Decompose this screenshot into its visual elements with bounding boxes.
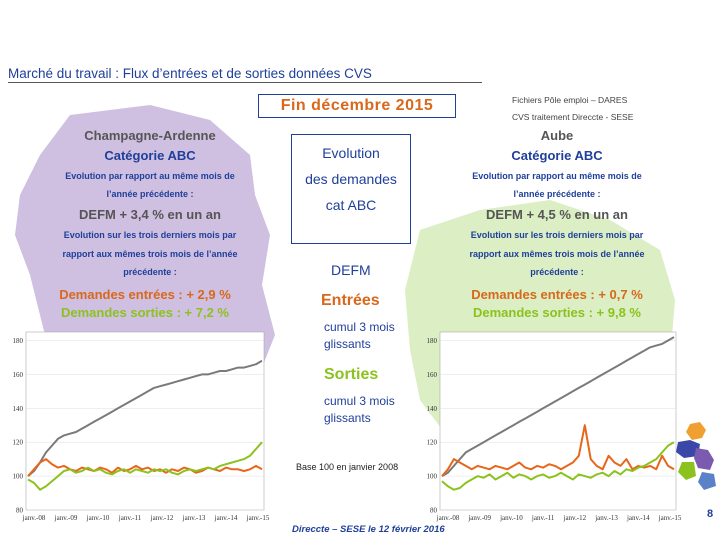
- left-chart-x-tick-6: janv.-14: [214, 514, 238, 522]
- right-chart-y-tick-180: 180: [427, 337, 438, 345]
- left-chart-series-defm: [27, 359, 263, 477]
- right-chart-x-tick-5: janv.-13: [594, 514, 618, 522]
- left-chart-plot-area: [25, 331, 265, 511]
- right-chart-series-defm: [441, 336, 675, 477]
- right-chart-x-tick-4: janv.-12: [563, 514, 587, 522]
- right-defm-year: DEFM + 4,5 % en un an: [486, 207, 628, 222]
- left-chart-x-tick-0: janv.-08: [22, 514, 46, 522]
- source-line-2: CVS traitement Direccte - SESE: [512, 112, 634, 122]
- footer-credit: Direccte – SESE le 12 février 2016: [292, 524, 445, 535]
- right-entrees: Demandes entrées : + 0,7 %: [471, 287, 643, 302]
- left-chart-x-tick-2: janv.-10: [86, 514, 110, 522]
- left-chart-y-tick-180: 180: [13, 337, 24, 345]
- right-chart-plot-area: [439, 331, 677, 511]
- left-evo3-line-1: Evolution sur les trois derniers mois pa…: [63, 230, 237, 240]
- left-chart-y-tick-100: 100: [13, 473, 24, 481]
- left-chart-y-tick-160: 160: [13, 371, 24, 379]
- right-region-category: Catégorie ABC: [511, 148, 603, 163]
- right-chart-y-tick-80: 80: [430, 507, 438, 515]
- right-evo3-line-1: Evolution sur les trois derniers mois pa…: [470, 230, 644, 240]
- left-chart-x-tick-5: janv.-13: [182, 514, 206, 522]
- left-chart-series-entrees: [27, 458, 263, 477]
- chart-champagne-ardenne: 80 100 120 140 160 180 janv.-08 janv.-09 janv.-1…: [13, 331, 270, 522]
- right-chart-x-tick-6: janv.-14: [626, 514, 650, 522]
- left-region-name: Champagne-Ardenne: [84, 128, 216, 143]
- right-chart-x-tick-3: janv.-11: [531, 514, 555, 522]
- source-line-1: Fichiers Pôle emploi – DARES: [512, 95, 628, 105]
- legend-sorties: Sorties: [324, 366, 379, 383]
- left-chart-x-tick-4: janv.-12: [150, 514, 174, 522]
- left-sorties: Demandes sorties : + 7,2 %: [61, 305, 229, 320]
- left-evo-line-1: Evolution par rapport au même mois de: [65, 171, 235, 181]
- evolution-line-3: cat ABC: [325, 197, 377, 213]
- right-chart-y-tick-100: 100: [427, 473, 438, 481]
- departments-map-icon: [676, 422, 716, 490]
- left-region-category: Catégorie ABC: [104, 148, 196, 163]
- right-chart-y-tick-160: 160: [427, 371, 438, 379]
- right-sorties: Demandes sorties : + 9,8 %: [473, 305, 641, 320]
- evolution-line-1: Evolution: [322, 145, 380, 161]
- left-evo3-line-2: rapport aux mêmes trois mois de l’année: [62, 249, 238, 259]
- left-entrees: Demandes entrées : + 2,9 %: [59, 287, 231, 302]
- page-number: 8: [707, 508, 714, 520]
- legend-defm: DEFM: [331, 262, 371, 278]
- left-evo-line-2: l’année précédente :: [106, 189, 194, 199]
- right-chart-y-tick-140: 140: [427, 405, 438, 413]
- left-chart-x-tick-1: janv.-09: [54, 514, 78, 522]
- right-evo-line-1: Evolution par rapport au même mois de: [472, 171, 642, 181]
- right-chart-series-sorties: [441, 441, 675, 491]
- left-chart-y-tick-140: 140: [13, 405, 24, 413]
- right-evo3-line-3: précédente :: [530, 267, 584, 277]
- right-evo3-line-2: rapport aux mêmes trois mois de l’année: [469, 249, 645, 259]
- right-chart-x-tick-7: janv.-15: [658, 514, 682, 522]
- right-chart-y-tick-120: 120: [427, 439, 438, 447]
- title-underline: [8, 82, 482, 83]
- page-title: Marché du travail : Flux d’entrées et de…: [8, 66, 372, 81]
- right-region-name: Aube: [540, 128, 574, 143]
- right-chart-x-tick-0: janv.-08: [436, 514, 460, 522]
- left-chart-x-tick-3: janv.-11: [118, 514, 142, 522]
- left-chart-y-tick-80: 80: [16, 507, 24, 515]
- period-title: Fin décembre 2015: [258, 94, 456, 118]
- evolution-line-2: des demandes: [305, 171, 397, 187]
- left-chart-x-tick-7: janv.-15: [246, 514, 270, 522]
- right-chart-x-tick-2: janv.-10: [499, 514, 523, 522]
- legend-entrees-sub-1: cumul 3 mois: [324, 320, 395, 334]
- chart-aube: 80 100 120 140 160 180 janv.-08 janv.-09 janv.-1…: [427, 331, 682, 522]
- left-chart-y-tick-120: 120: [13, 439, 24, 447]
- right-evo-line-2: l’année précédente :: [513, 189, 601, 199]
- legend-entrees: Entrées: [321, 292, 380, 309]
- legend-sorties-sub-2: glissants: [324, 411, 371, 425]
- base-note: Base 100 en janvier 2008: [296, 462, 399, 472]
- left-defm-year: DEFM + 3,4 % en un an: [79, 207, 221, 222]
- left-evo3-line-3: précédente :: [123, 267, 177, 277]
- right-chart-x-tick-1: janv.-09: [467, 514, 491, 522]
- legend-entrees-sub-2: glissants: [324, 337, 371, 351]
- right-chart-series-entrees: [441, 424, 675, 477]
- evolution-box: Evolution des demandes cat ABC: [291, 134, 411, 244]
- legend-sorties-sub-1: cumul 3 mois: [324, 394, 395, 408]
- left-chart-series-sorties: [27, 441, 263, 491]
